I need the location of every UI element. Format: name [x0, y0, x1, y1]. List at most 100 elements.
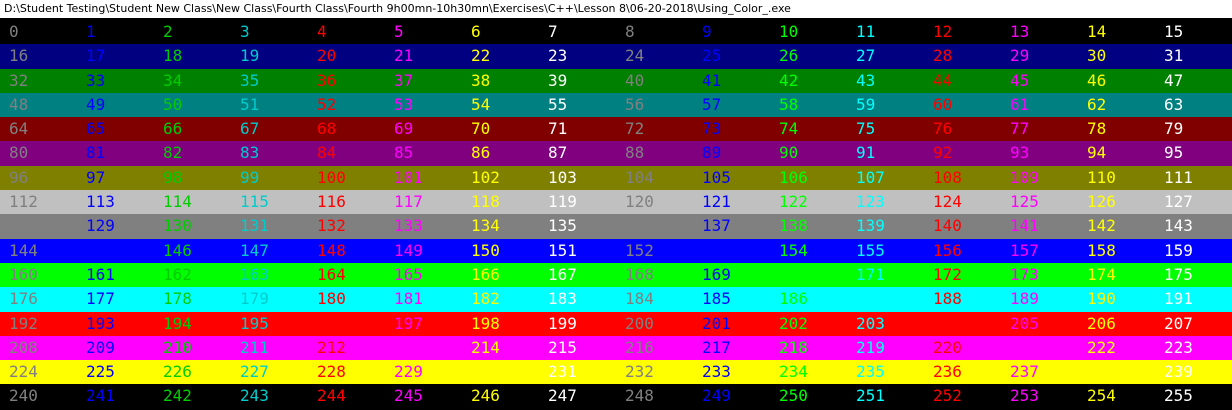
color-code-cell: 4 — [317, 22, 327, 41]
color-code-cell: 80 — [9, 143, 29, 163]
color-code-cell: 152 — [625, 240, 654, 260]
color-code-cell: 98 — [163, 167, 183, 187]
color-code-cell: 223 — [1164, 337, 1193, 357]
color-code-cell: 64 — [9, 119, 29, 139]
color-code-cell: 131 — [240, 216, 269, 236]
color-code-cell: 207 — [1164, 313, 1193, 333]
color-code-cell: 35 — [240, 70, 260, 90]
color-code-cell: 15 — [1164, 22, 1184, 41]
color-code-cell: 155 — [856, 240, 885, 260]
color-code-cell: 113 — [86, 192, 115, 212]
color-code-cell: 3 — [240, 22, 250, 41]
color-code-cell: 236 — [933, 362, 962, 382]
color-code-cell: 81 — [86, 143, 106, 163]
color-code-cell: 65 — [86, 119, 106, 139]
color-code-cell: 175 — [1164, 264, 1193, 284]
color-code-cell: 165 — [394, 264, 423, 284]
color-code-cell: 229 — [394, 362, 423, 382]
color-code-cell: 222 — [1087, 337, 1116, 357]
color-code-cell: 191 — [1164, 289, 1193, 309]
color-code-cell: 211 — [240, 337, 269, 357]
color-code-cell: 204 — [933, 313, 962, 333]
color-code-cell: 182 — [471, 289, 500, 309]
color-code-cell: 71 — [548, 119, 568, 139]
color-row: 0 1 2 3 4 5 6 7 8 9 10 11 12 13 14 15 — [0, 20, 1232, 45]
color-row: 176 177 178 179 180 181 182 183 184 185 186 187 188 1… — [0, 287, 1232, 312]
color-code-cell: 226 — [163, 362, 192, 382]
color-code-cell: 10 — [779, 22, 799, 41]
color-code-cell: 127 — [1164, 192, 1193, 212]
color-code-cell: 102 — [471, 167, 500, 187]
color-code-cell: 196 — [317, 313, 346, 333]
color-code-cell: 74 — [779, 119, 799, 139]
color-code-cell: 198 — [471, 313, 500, 333]
color-code-cell: 93 — [1010, 143, 1030, 163]
color-code-cell: 52 — [317, 94, 337, 114]
color-code-cell: 184 — [625, 289, 654, 309]
color-code-cell: 36 — [317, 70, 337, 90]
color-code-cell: 136 — [625, 216, 654, 236]
color-code-cell: 185 — [702, 289, 731, 309]
color-code-cell: 244 — [317, 386, 346, 406]
color-code-cell: 105 — [702, 167, 731, 187]
color-code-cell: 26 — [779, 46, 799, 66]
color-code-cell: 218 — [779, 337, 808, 357]
color-code-cell: 129 — [86, 216, 115, 236]
color-code-cell: 97 — [86, 167, 106, 187]
color-code-cell: 70 — [471, 119, 491, 139]
color-code-cell: 57 — [702, 94, 722, 114]
color-code-cell: 87 — [548, 143, 568, 163]
color-code-cell: 252 — [933, 386, 962, 406]
color-row: 240 241 242 243 244 245 246 247 248 249 250 251 252 2… — [0, 384, 1232, 409]
color-code-cell: 230 — [471, 362, 500, 382]
color-code-cell: 84 — [317, 143, 337, 163]
color-code-cell: 212 — [317, 337, 346, 357]
color-row: 64 65 66 67 68 69 70 71 72 73 74 75 76 77 78 79 — [0, 117, 1232, 142]
color-code-cell: 161 — [86, 264, 115, 284]
color-code-cell: 6 — [471, 22, 481, 41]
color-code-cell: 8 — [625, 22, 635, 41]
color-code-cell: 125 — [1010, 192, 1039, 212]
color-code-cell: 134 — [471, 216, 500, 236]
color-code-cell: 28 — [933, 46, 953, 66]
color-code-cell: 33 — [86, 70, 106, 90]
color-code-cell: 137 — [702, 216, 731, 236]
color-code-cell: 242 — [163, 386, 192, 406]
color-code-cell: 233 — [702, 362, 731, 382]
color-code-cell: 38 — [471, 70, 491, 90]
color-code-cell: 186 — [779, 289, 808, 309]
color-code-cell: 27 — [856, 46, 876, 66]
console-color-grid: 0 1 2 3 4 5 6 7 8 9 10 11 12 13 14 15 16 17 18 19 20 21 22 23 24… — [0, 20, 1232, 410]
color-code-cell: 13 — [1010, 22, 1030, 41]
color-code-cell: 96 — [9, 167, 29, 187]
color-code-cell: 39 — [548, 70, 568, 90]
color-row: 144 145 146 147 148 149 150 151 152 153 154 155 156 1… — [0, 238, 1232, 263]
color-code-cell: 20 — [317, 46, 337, 66]
color-code-cell: 2 — [163, 22, 173, 41]
color-code-cell: 128 — [9, 216, 38, 236]
color-code-cell: 225 — [86, 362, 115, 382]
color-code-cell: 67 — [240, 119, 260, 139]
color-code-cell: 246 — [471, 386, 500, 406]
color-code-cell: 32 — [9, 70, 29, 90]
color-code-cell: 144 — [9, 240, 38, 260]
color-code-cell: 201 — [702, 313, 731, 333]
color-code-cell: 142 — [1087, 216, 1116, 236]
color-code-cell: 83 — [240, 143, 260, 163]
color-code-cell: 103 — [548, 167, 577, 187]
color-code-cell: 78 — [1087, 119, 1107, 139]
color-code-cell: 108 — [933, 167, 962, 187]
color-row: 112 113 114 115 116 117 118 119 120 121 122 123 124 1… — [0, 190, 1232, 215]
color-code-cell: 188 — [933, 289, 962, 309]
color-code-cell: 117 — [394, 192, 423, 212]
color-code-cell: 110 — [1087, 167, 1116, 187]
color-code-cell: 238 — [1087, 362, 1116, 382]
color-row: 16 17 18 19 20 21 22 23 24 25 26 27 28 29 30 31 — [0, 44, 1232, 69]
color-code-cell: 132 — [317, 216, 346, 236]
color-code-cell: 130 — [163, 216, 192, 236]
color-code-cell: 243 — [240, 386, 269, 406]
color-code-cell: 154 — [779, 240, 808, 260]
color-code-cell: 75 — [856, 119, 876, 139]
color-code-cell: 42 — [779, 70, 799, 90]
color-code-cell: 85 — [394, 143, 414, 163]
